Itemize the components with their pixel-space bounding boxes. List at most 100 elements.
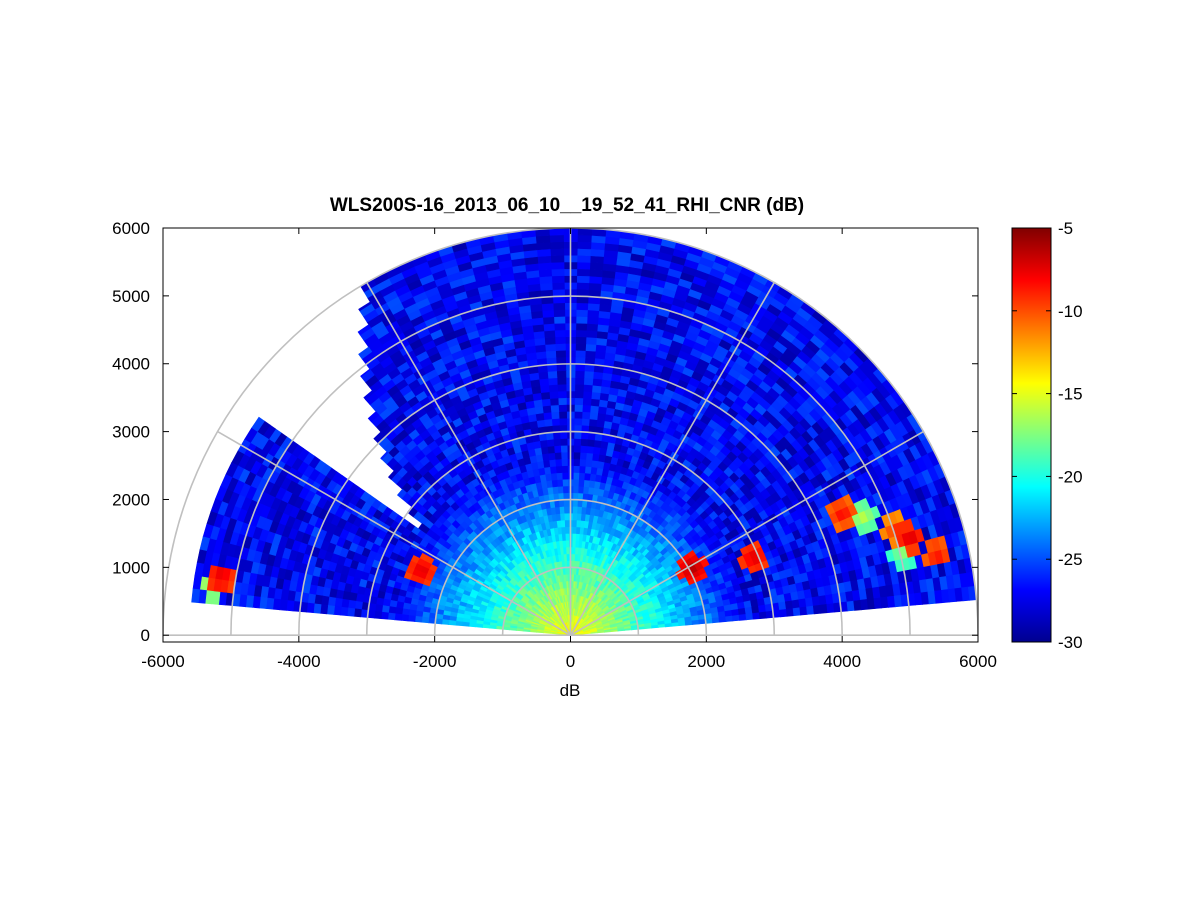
heatmap-cell: [574, 370, 585, 379]
colorbar-tick-label: -20: [1058, 467, 1083, 486]
heatmap-cell: [545, 350, 557, 359]
heatmap-cell: [547, 377, 558, 386]
heatmap-cell: [576, 261, 591, 270]
heatmap-cell: [574, 356, 586, 365]
heatmap-cell: [588, 275, 603, 284]
heatmap-cell: [579, 458, 587, 467]
heatmap-cell: [482, 624, 490, 629]
heatmap-cell: [580, 506, 587, 515]
heatmap-cell: [576, 241, 592, 250]
heatmap-cell: [576, 281, 590, 290]
heatmap-cell: [590, 459, 599, 468]
heatmap-cell: [554, 343, 566, 351]
heatmap-cell: [475, 623, 484, 628]
heatmap-cell: [543, 418, 553, 427]
heatmap-cell: [575, 343, 587, 351]
heatmap-cell: [537, 262, 552, 271]
heatmap-cell: [552, 288, 565, 297]
heatmap-cell: [554, 451, 562, 460]
colorbar-gradient: [1011, 227, 1052, 643]
heatmap-cell: [561, 472, 569, 480]
x-tick-label: 6000: [959, 652, 997, 671]
heatmap-cell: [585, 336, 597, 345]
heatmap-cell: [394, 613, 403, 621]
heatmap-cell: [550, 268, 565, 277]
heatmap-cell: [577, 485, 584, 494]
heatmap-cell: [544, 336, 556, 345]
heatmap-cell: [553, 445, 562, 454]
heatmap-cell: [575, 322, 588, 331]
heatmap-cell: [583, 370, 594, 379]
x-tick-label: 4000: [823, 652, 861, 671]
heatmap-cell: [579, 445, 588, 454]
heatmap-cell: [574, 397, 584, 406]
heatmap-cell: [538, 268, 553, 278]
heatmap-cell: [577, 492, 584, 501]
heatmap-cell: [587, 302, 600, 312]
heatmap-cell: [549, 234, 564, 243]
heatmap-cell: [549, 241, 565, 250]
heatmap-cell: [576, 512, 582, 521]
heatmap-cell: [792, 606, 801, 617]
heatmap-cell: [572, 492, 579, 501]
x-tick-label: -4000: [277, 652, 320, 671]
heatmap-cell: [538, 377, 549, 387]
heatmap-cell: [542, 404, 552, 414]
heatmap-cell: [546, 438, 555, 447]
heatmap-cell: [414, 615, 423, 623]
heatmap-cell: [558, 417, 568, 426]
heatmap-cell: [583, 479, 590, 488]
heatmap-cell: [572, 519, 577, 528]
heatmap-cell: [543, 329, 556, 339]
heatmap-cell: [354, 600, 363, 610]
heatmap-cell: [374, 604, 384, 613]
heatmap-cell: [785, 607, 795, 617]
heatmap-cell: [582, 390, 593, 399]
heatmap-cell: [576, 288, 589, 297]
heatmap-cell: [806, 605, 815, 615]
heatmap-cell: [516, 628, 524, 632]
heatmap-cell: [549, 397, 559, 406]
colorbar-tick-label: -15: [1058, 385, 1083, 404]
heatmap-cell: [595, 419, 605, 428]
heatmap-cell: [387, 612, 396, 621]
heatmap-cell: [592, 377, 603, 387]
heatmap-cell: [468, 622, 477, 628]
heatmap-cell: [579, 451, 587, 460]
heatmap-cell: [578, 472, 586, 481]
heatmap-cell: [589, 411, 599, 421]
heatmap-cell: [590, 248, 605, 257]
heatmap-cell: [584, 465, 592, 474]
heatmap-cell: [575, 315, 588, 324]
x-tick-label: 2000: [687, 652, 725, 671]
heatmap-cell: [538, 275, 553, 284]
y-tick-label: 3000: [112, 423, 150, 442]
heatmap-cell: [575, 309, 588, 318]
colorbar-tick-label: -10: [1058, 302, 1083, 321]
heatmap-cell: [573, 431, 582, 440]
heatmap-cell: [585, 343, 597, 352]
heatmap-cell: [574, 404, 583, 412]
heatmap-cell: [394, 607, 404, 615]
heatmap-cell: [546, 445, 555, 454]
heatmap-cell: [555, 349, 566, 358]
heatmap-cell: [541, 398, 551, 407]
heatmap-cell: [540, 391, 551, 400]
heatmap-cell: [536, 419, 546, 428]
heatmap-cell: [560, 451, 568, 460]
heatmap-cell: [373, 610, 383, 620]
heatmap-cell: [575, 302, 589, 311]
heatmap-cell: [555, 465, 563, 474]
heatmap-cell: [745, 612, 754, 621]
heatmap-cell: [380, 611, 389, 620]
heatmap-cell: [319, 604, 329, 615]
heatmap-cell: [590, 391, 601, 400]
heatmap-cell: [537, 371, 549, 380]
heatmap-cell: [556, 383, 567, 392]
heatmap-cell: [586, 438, 595, 447]
heatmap-cell: [548, 459, 557, 468]
y-tick-label: 4000: [112, 355, 150, 374]
heatmap-cell: [573, 444, 581, 453]
heatmap-cell: [575, 329, 587, 338]
